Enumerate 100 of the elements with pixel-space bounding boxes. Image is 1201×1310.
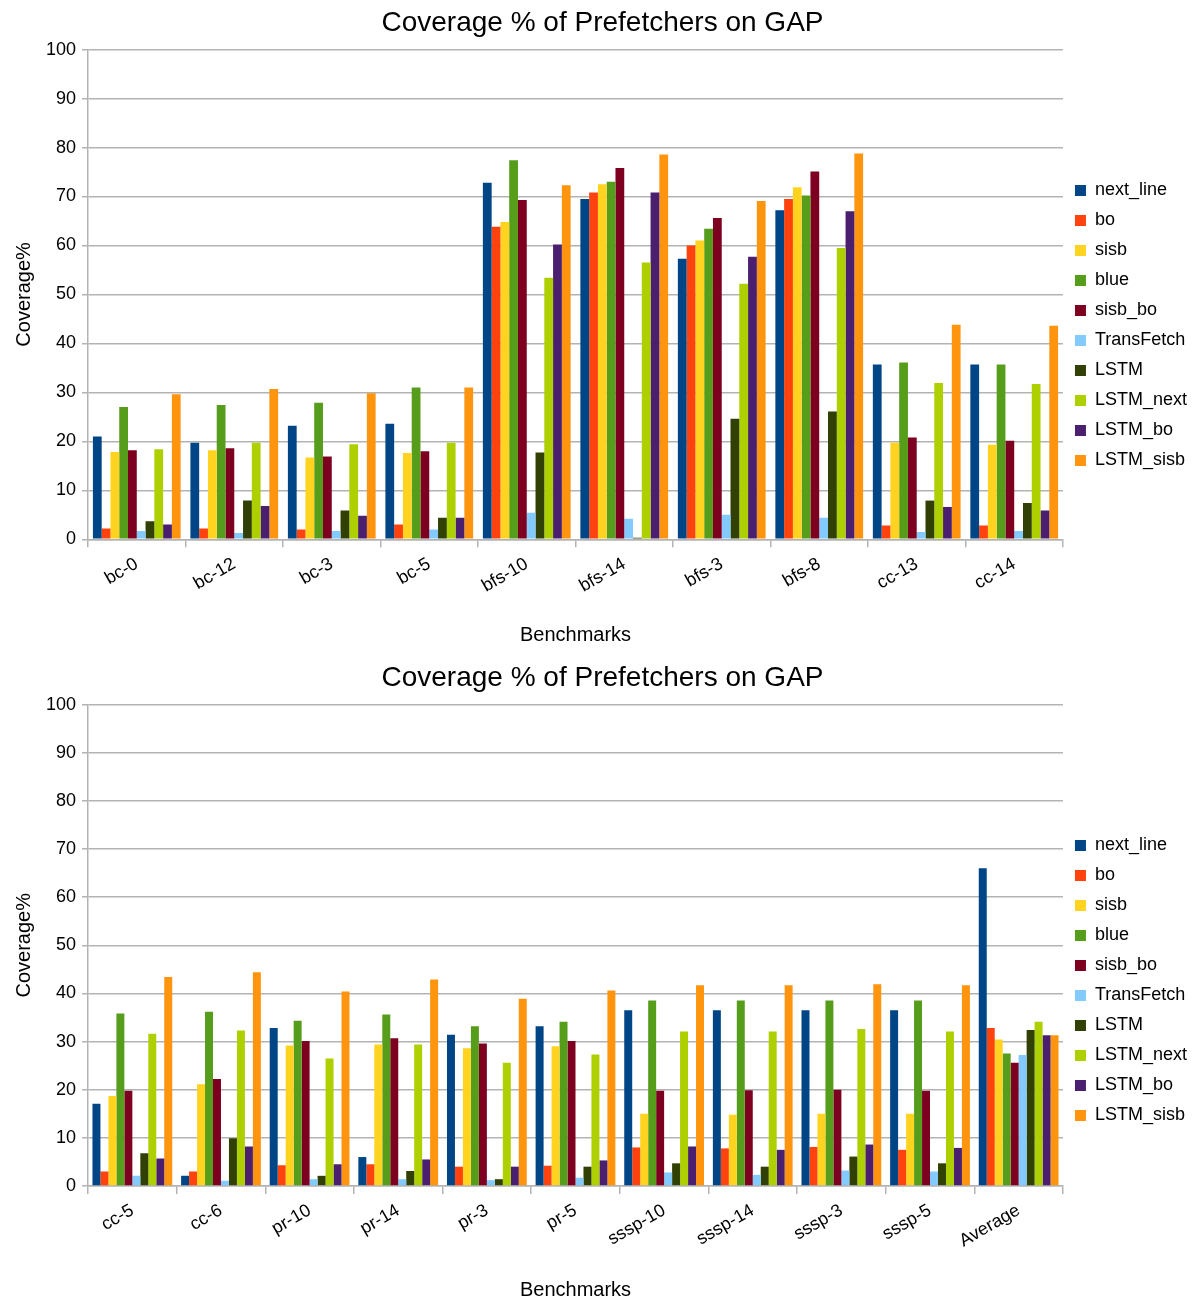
- bar: [491, 226, 501, 539]
- bar: [951, 324, 961, 539]
- bar: [422, 1159, 431, 1186]
- bar: [580, 198, 590, 539]
- bar: [446, 442, 456, 539]
- y-tick-label: 10: [56, 1126, 77, 1147]
- bar: [502, 1062, 511, 1186]
- bar: [140, 1153, 149, 1186]
- bar: [865, 1144, 874, 1186]
- bar: [518, 998, 527, 1186]
- bar: [269, 1028, 278, 1186]
- bar: [632, 1147, 641, 1186]
- y-tick-label: 30: [56, 1030, 77, 1051]
- bar: [996, 364, 1006, 539]
- bar: [945, 1031, 954, 1186]
- x-tick-label: bfs-3: [681, 553, 727, 591]
- bar: [411, 387, 421, 539]
- bar: [455, 517, 465, 539]
- bar: [728, 1114, 737, 1186]
- bar: [922, 1090, 931, 1186]
- bar: [599, 1160, 608, 1186]
- bar: [872, 364, 882, 539]
- bar: [656, 1090, 665, 1186]
- bar: [544, 277, 554, 539]
- bar: [535, 1026, 544, 1186]
- bar: [615, 168, 625, 539]
- y-tick-label: 50: [56, 283, 77, 304]
- bar: [101, 528, 111, 539]
- bar: [881, 525, 891, 539]
- bar: [181, 1175, 190, 1186]
- y-tick-label: 100: [45, 693, 77, 714]
- bar: [784, 198, 793, 539]
- bar: [1050, 1035, 1059, 1186]
- bar: [205, 1011, 213, 1186]
- bar: [92, 436, 102, 539]
- bar: [1049, 325, 1059, 539]
- bar: [293, 1020, 302, 1186]
- bar: [809, 1146, 818, 1186]
- chart-title: Coverage % of Prefetchers on GAP: [381, 660, 824, 692]
- bar: [607, 990, 616, 1186]
- bar: [961, 985, 970, 1186]
- bar: [801, 195, 811, 539]
- legend-label: bo: [1094, 864, 1115, 885]
- bar: [374, 1044, 383, 1186]
- bar: [317, 1175, 326, 1186]
- bar: [454, 1166, 463, 1186]
- bar: [591, 1054, 600, 1186]
- bar: [695, 240, 705, 539]
- bar: [244, 1146, 253, 1186]
- bar: [406, 1171, 415, 1186]
- bar: [287, 425, 297, 539]
- bar: [277, 1165, 286, 1186]
- y-tick-label: 30: [56, 381, 77, 402]
- bar: [583, 1166, 592, 1186]
- bar: [509, 160, 518, 539]
- bar: [464, 387, 474, 539]
- bar: [1018, 1055, 1027, 1186]
- bar: [500, 221, 510, 539]
- x-tick-label: bc-5: [393, 553, 434, 588]
- y-tick-label: 50: [56, 934, 77, 955]
- bar: [854, 153, 864, 539]
- bar: [712, 218, 722, 539]
- bar: [817, 1113, 826, 1186]
- bar: [937, 1163, 946, 1186]
- y-tick-label: 60: [56, 886, 77, 907]
- bar: [748, 256, 757, 539]
- bar: [597, 184, 607, 539]
- bar: [833, 1089, 842, 1186]
- bar: [333, 1164, 342, 1186]
- bar: [190, 442, 200, 539]
- y-tick-label: 10: [56, 479, 77, 500]
- bar: [1034, 1021, 1043, 1186]
- bar: [857, 1029, 866, 1186]
- bar: [664, 1172, 673, 1186]
- y-axis-title: Coverage%: [11, 241, 34, 347]
- chart-title: Coverage % of Prefetchers on GAP: [381, 5, 824, 37]
- y-tick-label: 0: [66, 528, 77, 549]
- bar: [836, 247, 846, 539]
- bar: [640, 1113, 649, 1186]
- legend-label: bo: [1094, 209, 1115, 230]
- bar: [470, 1026, 479, 1186]
- bar: [309, 1179, 318, 1186]
- bar: [402, 453, 412, 539]
- bar: [430, 979, 439, 1186]
- bar: [916, 531, 926, 539]
- bar: [517, 199, 527, 539]
- bar: [841, 1170, 850, 1186]
- bar: [252, 972, 261, 1186]
- bar: [650, 192, 660, 539]
- y-tick-label: 80: [56, 136, 77, 157]
- bar: [128, 450, 137, 539]
- bar: [420, 451, 430, 539]
- bar: [680, 1031, 689, 1186]
- bar: [132, 1175, 141, 1186]
- y-tick-label: 70: [56, 185, 77, 206]
- bar: [243, 500, 252, 539]
- bar: [978, 868, 987, 1186]
- bar: [510, 1166, 519, 1186]
- bar: [429, 529, 439, 539]
- bar: [752, 1174, 761, 1186]
